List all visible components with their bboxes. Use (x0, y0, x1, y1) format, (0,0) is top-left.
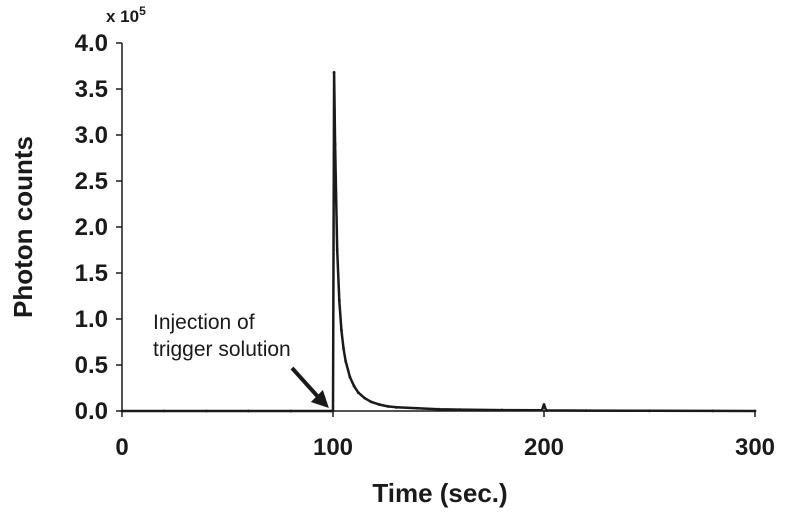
data-point (648, 409, 651, 413)
data-point (540, 408, 544, 412)
data-point (337, 299, 341, 302)
data-point (332, 71, 336, 74)
y-tick-label: 2.5 (75, 168, 108, 195)
y-tick-label: 2.0 (75, 214, 108, 241)
y-tick-label: 1.5 (75, 260, 108, 287)
x-tick-label: 100 (313, 434, 353, 461)
data-point (331, 409, 335, 413)
x-tick-label: 0 (115, 434, 128, 461)
data-point (289, 409, 293, 413)
data-point (333, 142, 337, 146)
data-point (711, 409, 715, 413)
data-point (329, 409, 333, 413)
y-axis-multiplier: x 105 (106, 4, 146, 26)
data-point (162, 409, 166, 413)
data-point (458, 408, 461, 412)
data-point (363, 396, 367, 400)
y-tick-label: 3.5 (75, 76, 108, 103)
data-point (386, 405, 390, 408)
data-point (753, 409, 757, 413)
x-tick-label: 300 (735, 434, 775, 461)
annotation-arrow-shaft (290, 366, 323, 402)
data-point (378, 403, 381, 406)
data-point (544, 409, 548, 412)
y-tick-label: 4.0 (75, 30, 108, 57)
x-axis-title: Time (sec.) (372, 478, 507, 508)
y-axis-ticks: 0.0 0.5 1.0 1.5 2.0 2.5 3.0 3.5 4.0 (75, 30, 122, 425)
data-point (344, 359, 348, 363)
y-tick-label: 1.0 (75, 306, 108, 333)
data-point (348, 375, 352, 379)
data-point (584, 409, 588, 413)
y-tick-label: 0.0 (75, 398, 108, 425)
y-tick-label: 0.5 (75, 352, 108, 379)
y-tick-label: 3.0 (75, 122, 108, 149)
data-point (369, 400, 373, 404)
data-point (247, 409, 251, 413)
data-point (335, 248, 339, 252)
annotation-line-2: trigger solution (153, 338, 291, 361)
annotation-line-1: Injection of (153, 311, 255, 334)
data-point (356, 391, 360, 394)
data-point (340, 328, 343, 332)
x-axis-ticks: 0 100 200 300 (115, 411, 775, 461)
series-group (120, 71, 757, 413)
annotation-arrow-head (310, 390, 329, 408)
data-point (394, 405, 398, 409)
y-axis-title: Photon counts (8, 136, 38, 318)
data-point (437, 407, 440, 411)
x-tick-label: 200 (524, 434, 564, 461)
annotation-arrow (290, 366, 329, 408)
data-point (205, 409, 208, 413)
data-point (120, 409, 124, 413)
data-point (416, 406, 419, 410)
data-point (342, 347, 345, 350)
data-point (542, 403, 546, 406)
data-point (352, 384, 356, 388)
data-point (500, 408, 504, 412)
